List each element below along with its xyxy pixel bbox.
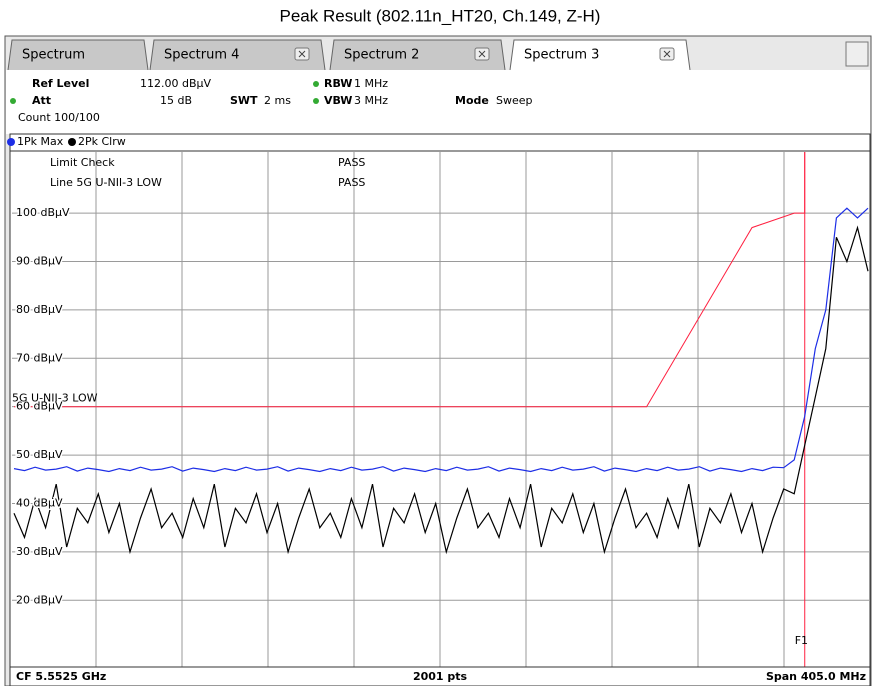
limit-line-result: PASS [338, 176, 365, 189]
close-icon [298, 50, 306, 58]
limit-line-name: Line 5G U-NII-3 LOW [50, 176, 162, 189]
marker-label: F1 [795, 634, 808, 647]
mode-value: Sweep [496, 94, 533, 107]
rbw: RBW [324, 77, 352, 90]
legend-swatch [68, 138, 76, 146]
trace [13, 207, 869, 473]
tabs: Spectrum Spectrum 4 Spectrum 2 Spectrum 3 [7, 39, 869, 71]
y-tick-label: 40 dBµV [16, 496, 63, 509]
tab-label: Spectrum 4 [164, 48, 239, 63]
y-tick-label: 30 dBµV [16, 545, 63, 558]
legend-label: 2Pk Clrw [78, 135, 126, 148]
vbw: VBW [324, 94, 352, 107]
vbw-value: 3 MHz [354, 94, 388, 107]
att: Att [32, 94, 51, 107]
close-icon [663, 50, 671, 58]
tab [329, 39, 506, 71]
indicator [313, 81, 319, 87]
indicator [10, 98, 16, 104]
tab-label: Spectrum [22, 48, 85, 63]
header-panel [6, 70, 870, 134]
legend-swatch [7, 138, 15, 146]
footer [9, 666, 871, 686]
points: 2001 pts [413, 670, 468, 683]
center-freq: CF 5.5525 GHz [16, 670, 106, 683]
limit-check: Limit Check [50, 156, 115, 169]
swt: SWT [230, 94, 258, 107]
tab-label: Spectrum 3 [524, 48, 599, 63]
plot-area [12, 152, 870, 667]
close-icon [478, 50, 486, 58]
trace [13, 225, 869, 555]
mode: Mode [455, 94, 489, 107]
tab [509, 39, 691, 71]
y-tick-label: 70 dBµV [16, 351, 63, 364]
limit-line-label: 5G U-NII-3 LOW [12, 392, 98, 405]
count: Count 100/100 [18, 111, 100, 124]
tab [7, 39, 149, 71]
y-tick-label: 50 dBµV [16, 448, 63, 461]
y-tick-label: 20 dBµV [16, 593, 63, 606]
ref-value: 112.00 dBµV [140, 77, 212, 90]
y-tick-label: 80 dBµV [16, 303, 63, 316]
indicator [313, 98, 319, 104]
y-tick-label: 60 dBµV [16, 400, 63, 413]
legend-label: 1Pk Max [17, 135, 64, 148]
menu-button [845, 41, 869, 67]
y-tick-label: 100 dBµV [16, 206, 70, 219]
tab [149, 39, 326, 71]
span: Span 405.0 MHz [766, 670, 866, 683]
limit-check-result: PASS [338, 156, 365, 169]
swt-value: 2 ms [264, 94, 291, 107]
rbw-value: 1 MHz [354, 77, 388, 90]
tab-label: Spectrum 2 [344, 48, 419, 63]
y-tick-label: 90 dBµV [16, 254, 63, 267]
chart-title: Peak Result (802.11n_HT20, Ch.149, Z-H) [280, 6, 601, 25]
att-value: 15 dB [160, 94, 192, 107]
ref-level: Ref Level [32, 77, 89, 90]
